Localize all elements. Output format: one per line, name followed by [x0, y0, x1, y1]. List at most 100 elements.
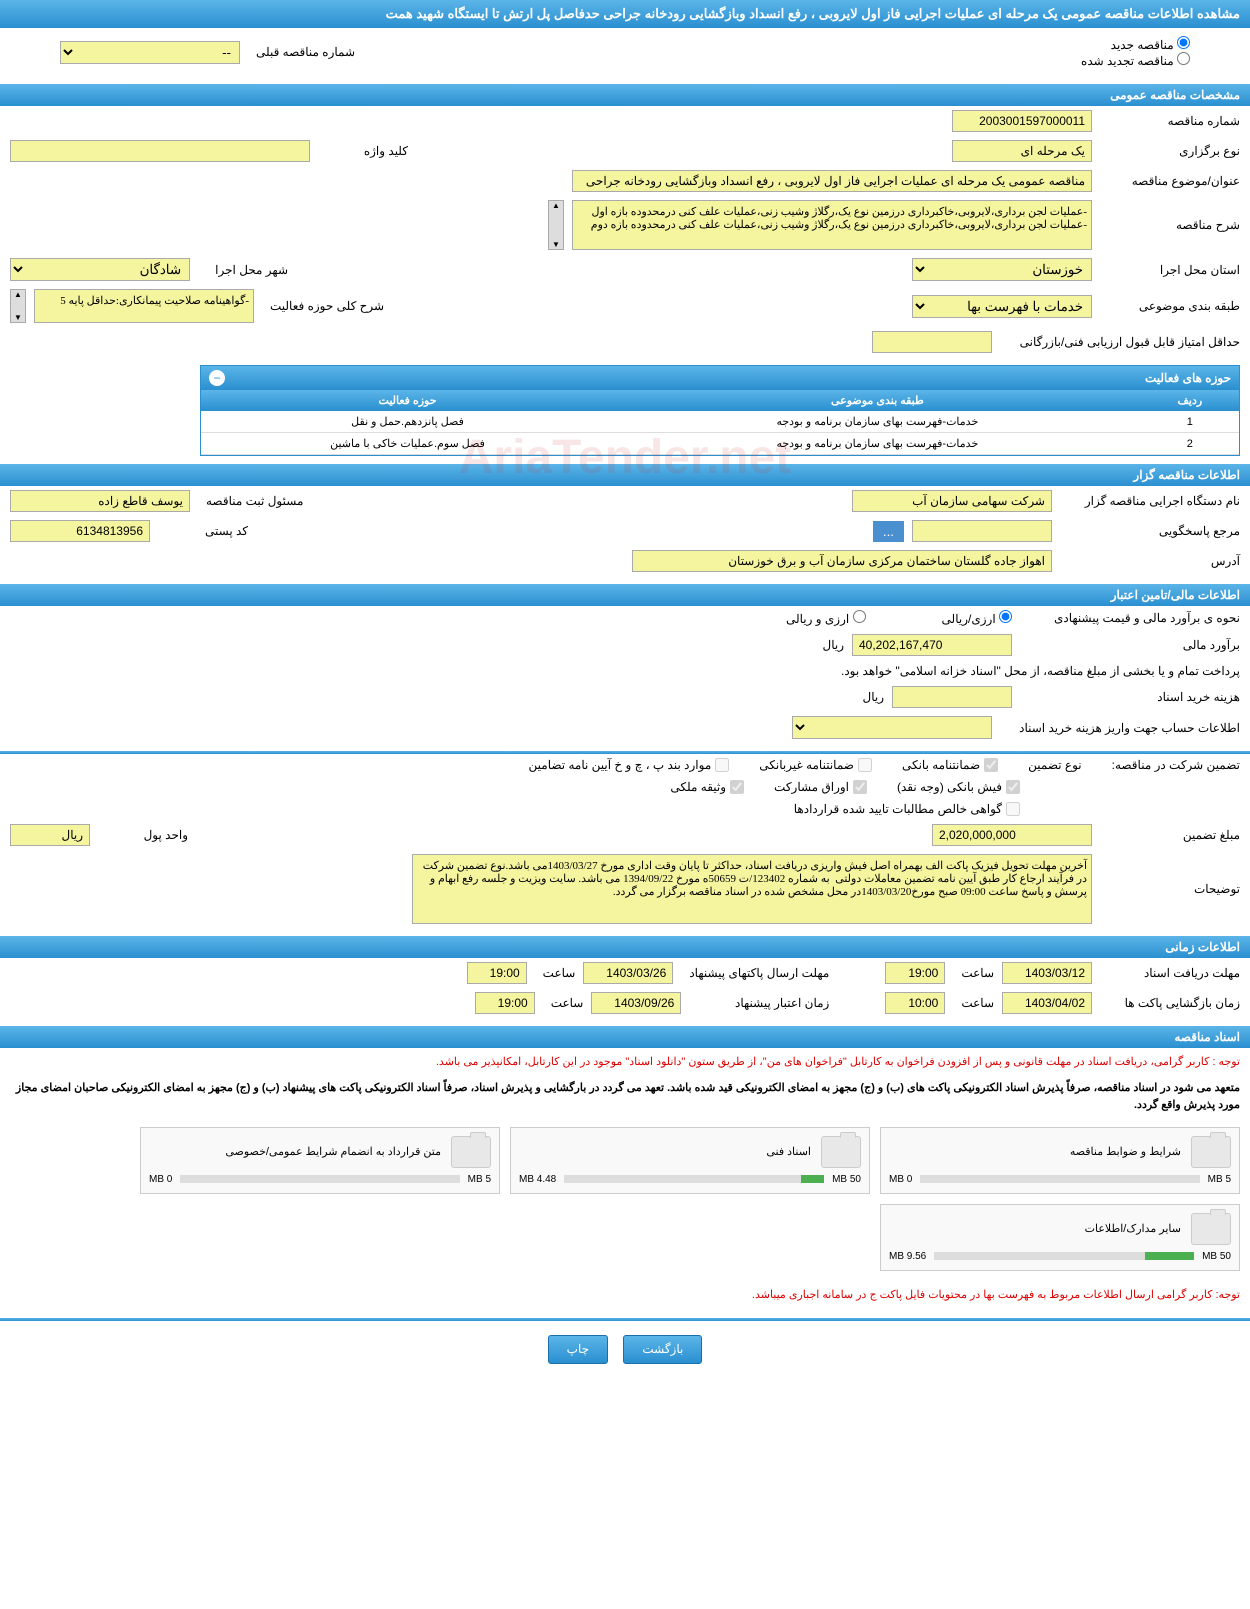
- file-total: 50 MB: [1202, 1251, 1231, 1262]
- section-financial: اطلاعات مالی/تامین اعتبار: [0, 584, 1250, 606]
- file-card[interactable]: اسناد فنی 50 MB 4.48 MB: [510, 1127, 870, 1194]
- file-progress-bar: [920, 1175, 1199, 1183]
- table-row: 2خدمات-فهرست بهای سازمان برنامه و بودجهف…: [201, 433, 1239, 455]
- file-progress-bar: [564, 1175, 824, 1183]
- chk-bond-items[interactable]: موارد بند پ ، چ و خ آیین نامه تضامین: [529, 758, 730, 772]
- method-label: نحوه ی برآورد مالی و قیمت پیشنهادی: [1020, 611, 1240, 625]
- category-label: طبقه بندی موضوعی: [1100, 299, 1240, 313]
- city-label: شهر محل اجرا: [198, 263, 288, 277]
- file-progress-bar: [934, 1252, 1194, 1260]
- tender-no-label: شماره مناقصه: [1100, 114, 1240, 128]
- guarantee-type-label: نوع تضمین: [1028, 758, 1081, 772]
- file-used: 0 MB: [149, 1174, 172, 1185]
- page-title: مشاهده اطلاعات مناقصه عمومی یک مرحله ای …: [386, 6, 1240, 21]
- table-cell: خدمات-فهرست بهای سازمان برنامه و بودجه: [614, 411, 1141, 433]
- section-general: مشخصات مناقصه عمومی: [0, 84, 1250, 106]
- registrar-label: مسئول ثبت مناقصه: [198, 494, 303, 508]
- city-select[interactable]: شادگان: [10, 258, 190, 281]
- province-select[interactable]: خوزستان: [912, 258, 1092, 281]
- scroll-down-icon[interactable]: ▼: [11, 313, 25, 322]
- postal-label: کد پستی: [158, 524, 248, 538]
- currency-unit-2: ریال: [862, 690, 884, 704]
- file-total: 5 MB: [468, 1174, 491, 1185]
- scroll-up-icon[interactable]: ▲: [11, 290, 25, 299]
- folder-icon: [1191, 1136, 1231, 1168]
- prev-number-select[interactable]: --: [60, 41, 240, 64]
- validity-time: 19:00: [475, 992, 535, 1014]
- type-label: نوع برگزاری: [1100, 144, 1240, 158]
- file-total: 50 MB: [832, 1174, 861, 1185]
- subject-label: عنوان/موضوع مناقصه: [1100, 174, 1240, 188]
- chk-contract-cert[interactable]: گواهی خالص مطالبات تایید شده قراردادها: [794, 802, 1020, 816]
- send-time: 19:00: [467, 962, 527, 984]
- desc-label: شرح مناقصه: [1100, 218, 1240, 232]
- postal-value: 6134813956: [10, 520, 150, 542]
- chk-property-pledge[interactable]: وثیقه ملکی: [670, 780, 744, 794]
- file-grid: شرایط و ضوابط مناقصه 5 MB 0 MB اسناد فنی…: [0, 1117, 1250, 1281]
- page-title-bar: مشاهده اطلاعات مناقصه عمومی یک مرحله ای …: [0, 0, 1250, 28]
- table-row: 1خدمات-فهرست بهای سازمان برنامه و بودجهف…: [201, 411, 1239, 433]
- file-total: 5 MB: [1208, 1174, 1231, 1185]
- receive-time: 19:00: [885, 962, 945, 984]
- radio-rial-currency[interactable]: ارزی/ریالی: [942, 610, 1012, 626]
- doc-fee-value: [892, 686, 1012, 708]
- table-cell: 1: [1141, 411, 1239, 433]
- table-cell: 2: [1141, 433, 1239, 455]
- chk-participation-bonds[interactable]: اوراق مشارکت: [774, 780, 867, 794]
- file-card[interactable]: سایر مدارک/اطلاعات 50 MB 9.56 MB: [880, 1204, 1240, 1271]
- type-value: یک مرحله ای: [952, 140, 1092, 162]
- file-title: اسناد فنی: [519, 1145, 811, 1158]
- receive-date: 1403/03/12: [1002, 962, 1092, 984]
- org-value: شرکت سهامی سازمان آب: [852, 490, 1052, 512]
- folder-icon: [821, 1136, 861, 1168]
- table-cell: خدمات-فهرست بهای سازمان برنامه و بودجه: [614, 433, 1141, 455]
- validity-date: 1403/09/26: [591, 992, 681, 1014]
- folder-icon: [451, 1136, 491, 1168]
- desc-textarea[interactable]: [572, 200, 1092, 250]
- unit-label: واحد پول: [98, 828, 188, 842]
- radio-rial-and-currency[interactable]: ارزی و ریالی: [786, 610, 866, 626]
- table-header-cell: طبقه بندی موضوعی: [614, 390, 1141, 411]
- open-label: زمان بازگشایی پاکت ها: [1100, 996, 1240, 1010]
- radio-renewed-tender[interactable]: مناقصه تجدید شده: [1081, 54, 1190, 68]
- print-button[interactable]: چاپ: [548, 1335, 608, 1364]
- chk-nonbank-guarantee[interactable]: ضمانتنامه غیربانکی: [759, 758, 872, 772]
- file-card[interactable]: شرایط و ضوابط مناقصه 5 MB 0 MB: [880, 1127, 1240, 1194]
- registrar-value: یوسف قاطع زاده: [10, 490, 190, 512]
- desc-scrollbar[interactable]: ▲ ▼: [548, 200, 564, 250]
- table-cell: فصل پانزدهم.حمل و نقل: [201, 411, 614, 433]
- chk-bank-guarantee[interactable]: ضمانتنامه بانکی: [902, 758, 998, 772]
- scope-textarea[interactable]: [34, 289, 254, 323]
- estimate-label: برآورد مالی: [1020, 638, 1240, 652]
- prev-number-label: شماره مناقصه قبلی: [248, 45, 355, 59]
- estimate-value: 40,202,167,470: [852, 634, 1012, 656]
- min-score-value: [872, 331, 992, 353]
- doc-note-3: توجه: کاربر گرامی ارسال اطلاعات مربوط به…: [0, 1281, 1250, 1311]
- notes-textarea[interactable]: [412, 854, 1092, 924]
- validity-label: زمان اعتبار پیشنهاد: [689, 996, 829, 1010]
- activity-table: حوزه های فعالیت − ردیفطبقه بندی موضوعیحو…: [200, 365, 1240, 456]
- table-cell: فصل سوم.عملیات خاکی با ماشین: [201, 433, 614, 455]
- address-value: اهواز جاده گلستان ساختمان مرکزی سازمان آ…: [632, 550, 1052, 572]
- file-used: 0 MB: [889, 1174, 912, 1185]
- scroll-down-icon[interactable]: ▼: [549, 240, 563, 249]
- respondent-value: [912, 520, 1052, 542]
- scope-scrollbar[interactable]: ▲ ▼: [10, 289, 26, 323]
- guarantee-amount-value: 2,020,000,000: [932, 824, 1092, 846]
- browse-button[interactable]: ...: [873, 521, 904, 542]
- tender-no-value: 2003001597000011: [952, 110, 1092, 132]
- account-select[interactable]: [792, 716, 992, 739]
- category-select[interactable]: خدمات با فهرست بها: [912, 295, 1092, 318]
- table-header-cell: ردیف: [1141, 390, 1239, 411]
- file-card[interactable]: متن قرارداد به انضمام شرایط عمومی/خصوصی …: [140, 1127, 500, 1194]
- province-label: استان محل اجرا: [1100, 263, 1240, 277]
- chk-bank-receipt[interactable]: فیش بانکی (وجه نقد): [897, 780, 1020, 794]
- tender-type-row: مناقصه جدید مناقصه تجدید شده شماره مناقص…: [0, 28, 1250, 76]
- file-title: سایر مدارک/اطلاعات: [889, 1222, 1181, 1235]
- scroll-up-icon[interactable]: ▲: [549, 201, 563, 210]
- collapse-icon[interactable]: −: [209, 370, 225, 386]
- currency-unit: ریال: [822, 638, 844, 652]
- address-label: آدرس: [1060, 554, 1240, 568]
- radio-new-tender[interactable]: مناقصه جدید: [1111, 38, 1190, 52]
- back-button[interactable]: بازگشت: [623, 1335, 702, 1364]
